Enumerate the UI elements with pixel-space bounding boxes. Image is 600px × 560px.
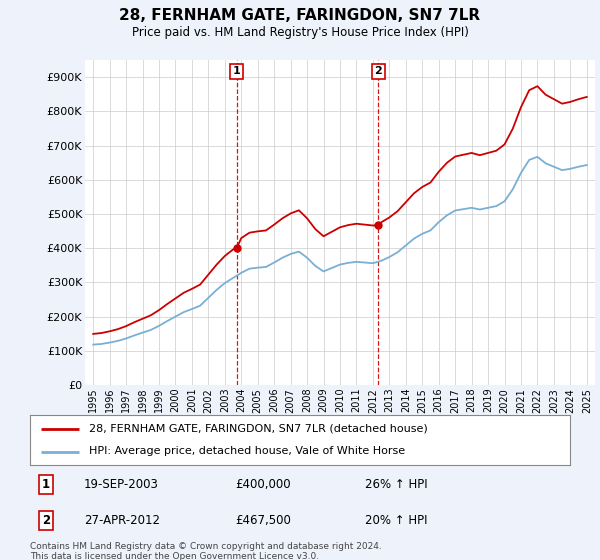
Text: £400,000: £400,000 <box>235 478 291 492</box>
Text: Price paid vs. HM Land Registry's House Price Index (HPI): Price paid vs. HM Land Registry's House … <box>131 26 469 39</box>
Text: 28, FERNHAM GATE, FARINGDON, SN7 7LR: 28, FERNHAM GATE, FARINGDON, SN7 7LR <box>119 8 481 23</box>
Text: £467,500: £467,500 <box>235 514 291 526</box>
Text: 2: 2 <box>374 67 382 76</box>
Text: 27-APR-2012: 27-APR-2012 <box>84 514 160 526</box>
Text: 26% ↑ HPI: 26% ↑ HPI <box>365 478 427 492</box>
Text: 19-SEP-2003: 19-SEP-2003 <box>84 478 159 492</box>
Text: HPI: Average price, detached house, Vale of White Horse: HPI: Average price, detached house, Vale… <box>89 446 406 456</box>
Text: 1: 1 <box>42 478 50 492</box>
Text: 1: 1 <box>233 67 241 76</box>
Text: 28, FERNHAM GATE, FARINGDON, SN7 7LR (detached house): 28, FERNHAM GATE, FARINGDON, SN7 7LR (de… <box>89 423 428 433</box>
Text: 2: 2 <box>42 514 50 526</box>
Text: 20% ↑ HPI: 20% ↑ HPI <box>365 514 427 526</box>
Text: Contains HM Land Registry data © Crown copyright and database right 2024.
This d: Contains HM Land Registry data © Crown c… <box>30 542 382 560</box>
